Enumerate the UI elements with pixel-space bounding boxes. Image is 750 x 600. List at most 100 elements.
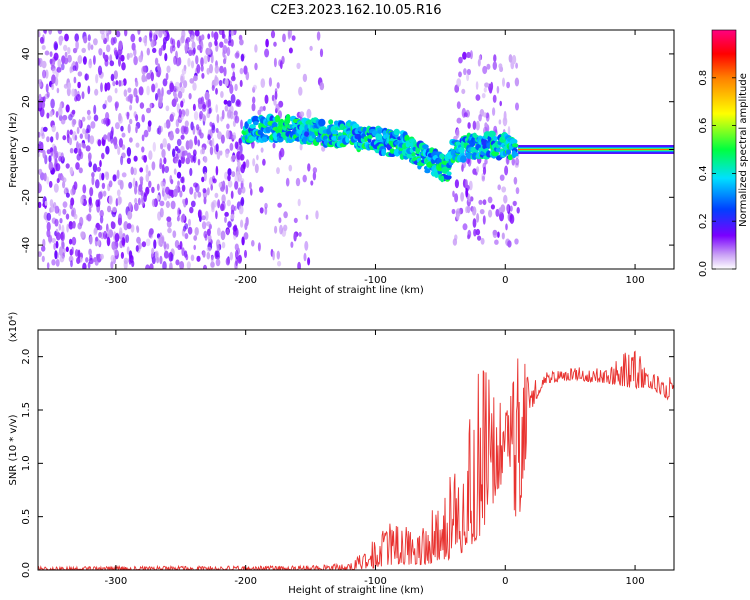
noise-cell xyxy=(209,146,214,156)
noise-cell xyxy=(101,152,105,160)
noise-cell xyxy=(143,193,147,202)
noise-cell xyxy=(173,55,177,65)
noise-cell xyxy=(190,121,194,131)
noise-cell xyxy=(188,30,193,35)
noise-cell xyxy=(203,264,207,269)
noise-cell xyxy=(274,91,278,100)
noise-cell xyxy=(475,94,481,101)
noise-cell xyxy=(127,123,131,134)
noise-cell xyxy=(107,205,112,213)
noise-cell xyxy=(150,39,155,48)
noise-cell xyxy=(196,64,201,74)
signal-cell xyxy=(318,118,326,127)
noise-cell xyxy=(120,251,124,259)
noise-cell xyxy=(87,261,91,269)
noise-cell xyxy=(164,53,168,62)
noise-cell xyxy=(106,44,111,53)
spectrogram-x-axis-label: Height of straight line (km) xyxy=(288,285,424,296)
noise-cell xyxy=(102,51,106,59)
noise-cell xyxy=(103,134,108,141)
noise-cell xyxy=(58,223,62,231)
noise-cell xyxy=(316,31,321,41)
noise-cell xyxy=(274,225,278,234)
noise-cell xyxy=(221,30,225,39)
noise-cell xyxy=(176,215,180,222)
noise-cell xyxy=(126,246,130,255)
noise-cell xyxy=(165,119,171,129)
noise-cell xyxy=(156,70,161,78)
noise-cell xyxy=(180,176,185,184)
noise-cell xyxy=(194,227,199,236)
noise-cell xyxy=(74,33,79,42)
noise-cell xyxy=(304,240,309,251)
noise-cell xyxy=(193,191,197,200)
noise-cell xyxy=(61,241,65,249)
noise-cell xyxy=(211,124,216,134)
noise-cell xyxy=(177,207,181,217)
noise-cell xyxy=(279,224,283,235)
noise-cell xyxy=(200,57,204,67)
noise-cell xyxy=(271,94,275,102)
noise-cell xyxy=(199,110,204,120)
spectrogram-y-axis-label: Frequency (Hz) xyxy=(8,112,19,188)
noise-cell xyxy=(148,150,153,161)
noise-cell xyxy=(173,188,178,198)
noise-cell xyxy=(260,147,264,153)
noise-cell xyxy=(194,135,198,146)
noise-cell xyxy=(200,65,204,72)
noise-cell xyxy=(65,104,70,113)
noise-cell xyxy=(138,242,142,250)
noise-cell xyxy=(108,195,113,205)
noise-cell xyxy=(95,179,100,189)
signal-cell xyxy=(458,146,465,154)
noise-cell xyxy=(290,241,294,248)
noise-cell xyxy=(195,55,199,65)
noise-cell xyxy=(109,54,113,63)
noise-cell xyxy=(146,85,150,96)
noise-cell xyxy=(132,177,136,188)
y-tick-label: 0 xyxy=(21,146,32,152)
noise-cell xyxy=(87,34,91,42)
noise-cell xyxy=(185,157,191,165)
noise-cell xyxy=(73,48,77,54)
signal-cell xyxy=(247,118,252,125)
colorbar-ticks: 0.0 0.2 0.4 0.6 0.8 xyxy=(698,70,736,277)
noise-cell xyxy=(465,187,469,198)
noise-cell xyxy=(230,39,234,47)
signal-cell xyxy=(471,152,478,160)
noise-cell xyxy=(207,234,212,243)
noise-cell xyxy=(151,161,156,171)
noise-cell xyxy=(195,124,200,131)
noise-cell xyxy=(310,180,314,186)
noise-cell xyxy=(216,113,220,124)
noise-cell xyxy=(89,187,94,197)
noise-cell xyxy=(107,227,110,238)
noise-cell xyxy=(201,215,206,221)
noise-cell xyxy=(138,86,144,96)
noise-cell xyxy=(69,148,74,154)
y-tick-label: 2.0 xyxy=(21,349,32,365)
noise-cell xyxy=(238,254,242,263)
noise-cell xyxy=(492,94,497,103)
noise-cell xyxy=(107,118,111,126)
noise-cell xyxy=(262,105,266,111)
colorbar-tick-label: 0.2 xyxy=(698,213,709,229)
noise-cell xyxy=(167,227,172,234)
noise-cell xyxy=(225,150,229,159)
noise-cell xyxy=(133,48,137,57)
noise-cell xyxy=(225,184,229,195)
noise-cell xyxy=(170,200,176,210)
noise-cell xyxy=(54,250,58,260)
spectrogram-cells xyxy=(38,30,674,269)
noise-cell xyxy=(202,251,206,258)
noise-cell xyxy=(221,200,226,211)
x-tick-label: 100 xyxy=(626,275,645,286)
signal-cell xyxy=(274,115,281,123)
noise-cell xyxy=(38,168,43,176)
noise-cell xyxy=(145,186,150,195)
noise-cell xyxy=(215,128,219,133)
noise-cell xyxy=(118,57,121,67)
noise-cell xyxy=(298,231,302,237)
noise-cell xyxy=(170,179,174,185)
